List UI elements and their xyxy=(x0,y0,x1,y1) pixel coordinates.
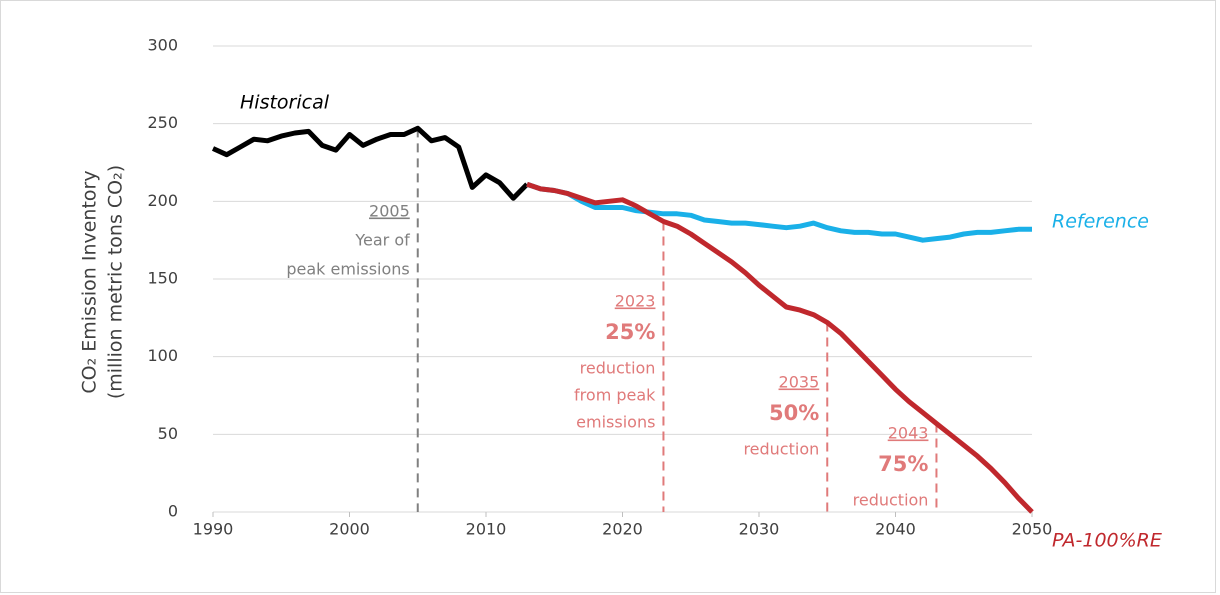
y-tick-label: 0 xyxy=(168,502,178,521)
x-tick-label: 2000 xyxy=(329,520,370,539)
annotation-text: peak emissions xyxy=(286,260,409,279)
y-tick-label: 100 xyxy=(147,346,178,365)
y-tick-label: 250 xyxy=(147,113,178,132)
y-tick-label: 300 xyxy=(147,36,178,55)
x-tick-label: 2050 xyxy=(1012,520,1053,539)
annotation-percent: 50% xyxy=(769,401,819,425)
series-line xyxy=(526,181,1032,243)
y-axis-label: CO₂ Emission Inventory (million metric t… xyxy=(79,165,127,399)
x-tick-label: 2040 xyxy=(875,520,916,539)
x-tick-label: 2010 xyxy=(466,520,507,539)
annotation-percent: 25% xyxy=(605,320,655,344)
y-label-line: CO₂ Emission Inventory xyxy=(79,170,101,393)
y-label-line: (million metric tons CO₂) xyxy=(105,165,127,399)
annotation-text: from peak xyxy=(574,386,656,405)
series-label: Historical xyxy=(240,92,330,114)
series-label: Reference xyxy=(1052,211,1149,233)
x-tick-label: 1990 xyxy=(193,520,234,539)
annotation-text: Year of xyxy=(354,231,410,250)
series-line xyxy=(211,125,529,201)
x-tick-label: 2020 xyxy=(602,520,643,539)
y-tick-label: 200 xyxy=(147,191,178,210)
annotation-text: reduction xyxy=(743,440,819,459)
y-tick-label: 50 xyxy=(158,424,178,443)
annotation-year: 2035 xyxy=(779,373,820,392)
annotation-year: 2043 xyxy=(888,424,929,443)
annotation-percent: 75% xyxy=(878,452,928,476)
x-tick-label: 2030 xyxy=(739,520,780,539)
annotation-text: reduction xyxy=(853,491,929,510)
annotation-text: reduction xyxy=(580,359,656,378)
annotation-year: 2023 xyxy=(615,292,656,311)
annotation-year: 2005 xyxy=(369,202,410,221)
series-label: PA-100%RE xyxy=(1052,530,1162,552)
series-line xyxy=(526,181,1034,514)
y-tick-label: 150 xyxy=(147,269,178,288)
annotation-text: emissions xyxy=(576,413,655,432)
